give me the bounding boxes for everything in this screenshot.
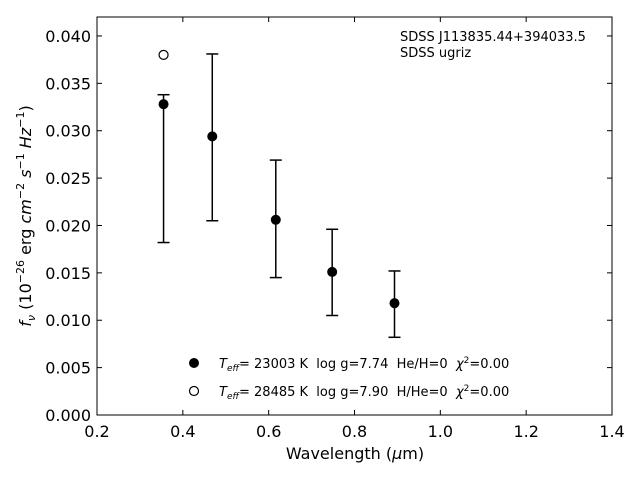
legend-marker-open xyxy=(188,385,200,397)
annotation-filter-set: SDSS ugriz xyxy=(400,46,471,61)
y-tick-label: 0.020 xyxy=(45,216,91,235)
data-point-open xyxy=(158,49,169,61)
legend-entry-1: Teff= 23003 K log g=7.74 He/H=0 χ2=0.00 xyxy=(219,356,509,374)
y-tick-label: 0.005 xyxy=(45,359,91,378)
x-tick-label: 1.4 xyxy=(599,422,624,441)
y-tick-label: 0.025 xyxy=(45,169,91,188)
legend: Teff= 23003 K log g=7.74 He/H=0 χ2=0.00 … xyxy=(188,356,509,402)
y-axis-label: fν (10−26 erg cm−2 s−1 Hz−1) xyxy=(14,105,38,326)
data-points xyxy=(158,49,400,309)
x-tick-label: 1.0 xyxy=(428,422,453,441)
x-axis-label: Wavelength (μm) xyxy=(286,444,424,463)
plot-frame xyxy=(96,16,613,416)
error-bar xyxy=(157,93,170,244)
y-tick-label: 0.035 xyxy=(45,74,91,93)
data-point-filled xyxy=(389,298,400,309)
x-tick-label: 0.8 xyxy=(342,422,367,441)
y-tick-label: 0.030 xyxy=(45,122,91,141)
x-tick-label: 0.2 xyxy=(84,422,109,441)
y-tick-label: 0.040 xyxy=(45,27,91,46)
x-tick-label: 0.4 xyxy=(170,422,195,441)
data-point-filled xyxy=(270,214,281,225)
x-tick-label: 0.6 xyxy=(256,422,281,441)
legend-marker-filled xyxy=(189,358,199,368)
data-point-filled xyxy=(158,99,169,110)
legend-entry-2: Teff= 28485 K log g=7.90 H/He=0 χ2=0.00 xyxy=(219,384,509,402)
axis-tick-labels: 0.2 0.4 0.6 0.8 1.0 1.2 1.4 0.000 0.005 0.010 0.01… xyxy=(45,27,625,441)
y-tick-label: 0.000 xyxy=(45,406,91,425)
y-tick-label: 0.015 xyxy=(45,264,91,283)
annotation-object-name: SDSS J113835.44+394033.5 xyxy=(400,30,586,45)
y-tick-label: 0.010 xyxy=(45,311,91,330)
data-point-filled xyxy=(327,266,338,277)
data-point-filled xyxy=(207,131,218,142)
x-tick-label: 1.2 xyxy=(513,422,538,441)
